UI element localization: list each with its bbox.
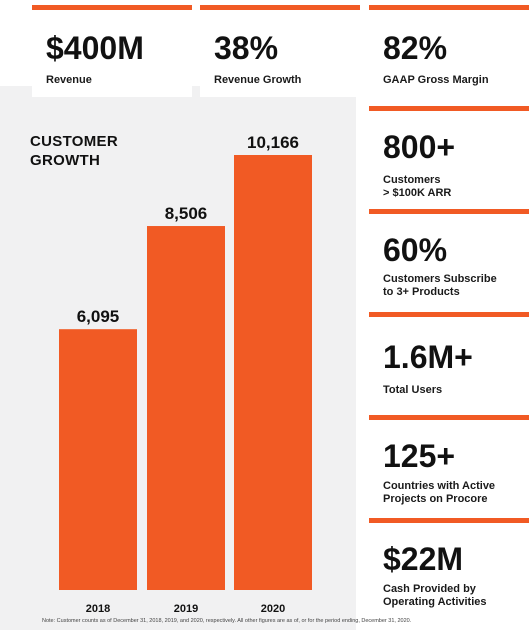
metric-value: 60% bbox=[383, 232, 448, 268]
bar-chart: 6,095 2018 8,506 2019 10,166 2020 bbox=[59, 133, 312, 615]
metric-label: Customers Subscribe to 3+ Products bbox=[383, 273, 497, 298]
bar-2018 bbox=[59, 329, 137, 590]
x-tick-label-2019: 2019 bbox=[174, 603, 198, 615]
metric-label: Countries with Active Projects on Procor… bbox=[383, 480, 496, 505]
metric-value: $22M bbox=[383, 541, 464, 577]
metric-value: $400M bbox=[46, 30, 144, 66]
metric-card-gross-margin: 82% GAAP Gross Margin bbox=[369, 5, 529, 97]
metric-label: Cash Provided by Operating Activities bbox=[383, 583, 487, 608]
x-tick-label-2020: 2020 bbox=[261, 603, 285, 615]
metric-card-large-customers: 800+ Customers > $100K ARR bbox=[369, 106, 529, 203]
metric-label: GAAP Gross Margin bbox=[383, 74, 489, 86]
metric-value: 125+ bbox=[383, 438, 456, 474]
metric-label: Customers > $100K ARR bbox=[383, 174, 452, 199]
chart-title: CUSTOMER GROWTH bbox=[30, 133, 118, 169]
data-label-2019: 8,506 bbox=[165, 204, 208, 223]
metric-card-revenue-growth: 38% Revenue Growth bbox=[200, 5, 360, 97]
metric-card-revenue: $400M Revenue bbox=[32, 5, 192, 97]
data-label-2020: 10,166 bbox=[247, 133, 299, 152]
metric-value: 1.6M+ bbox=[383, 339, 473, 375]
metric-value: 82% bbox=[383, 30, 448, 66]
x-tick-label-2018: 2018 bbox=[86, 603, 110, 615]
metric-value: 800+ bbox=[383, 129, 456, 165]
footnote: Note: Customer counts as of December 31,… bbox=[42, 618, 412, 624]
metric-card-multi-product: 60% Customers Subscribe to 3+ Products bbox=[369, 209, 529, 306]
bar-2019 bbox=[147, 226, 225, 590]
metric-label: Revenue bbox=[46, 74, 92, 86]
metric-card-total-users: 1.6M+ Total Users bbox=[369, 312, 529, 409]
metric-card-operating-cash: $22M Cash Provided by Operating Activiti… bbox=[369, 518, 529, 614]
metric-label: Total Users bbox=[383, 384, 443, 396]
metric-label: Revenue Growth bbox=[214, 74, 302, 86]
bar-2020 bbox=[234, 155, 312, 590]
metric-value: 38% bbox=[214, 30, 279, 66]
metric-card-countries: 125+ Countries with Active Projects on P… bbox=[369, 415, 529, 512]
data-label-2018: 6,095 bbox=[77, 307, 120, 326]
